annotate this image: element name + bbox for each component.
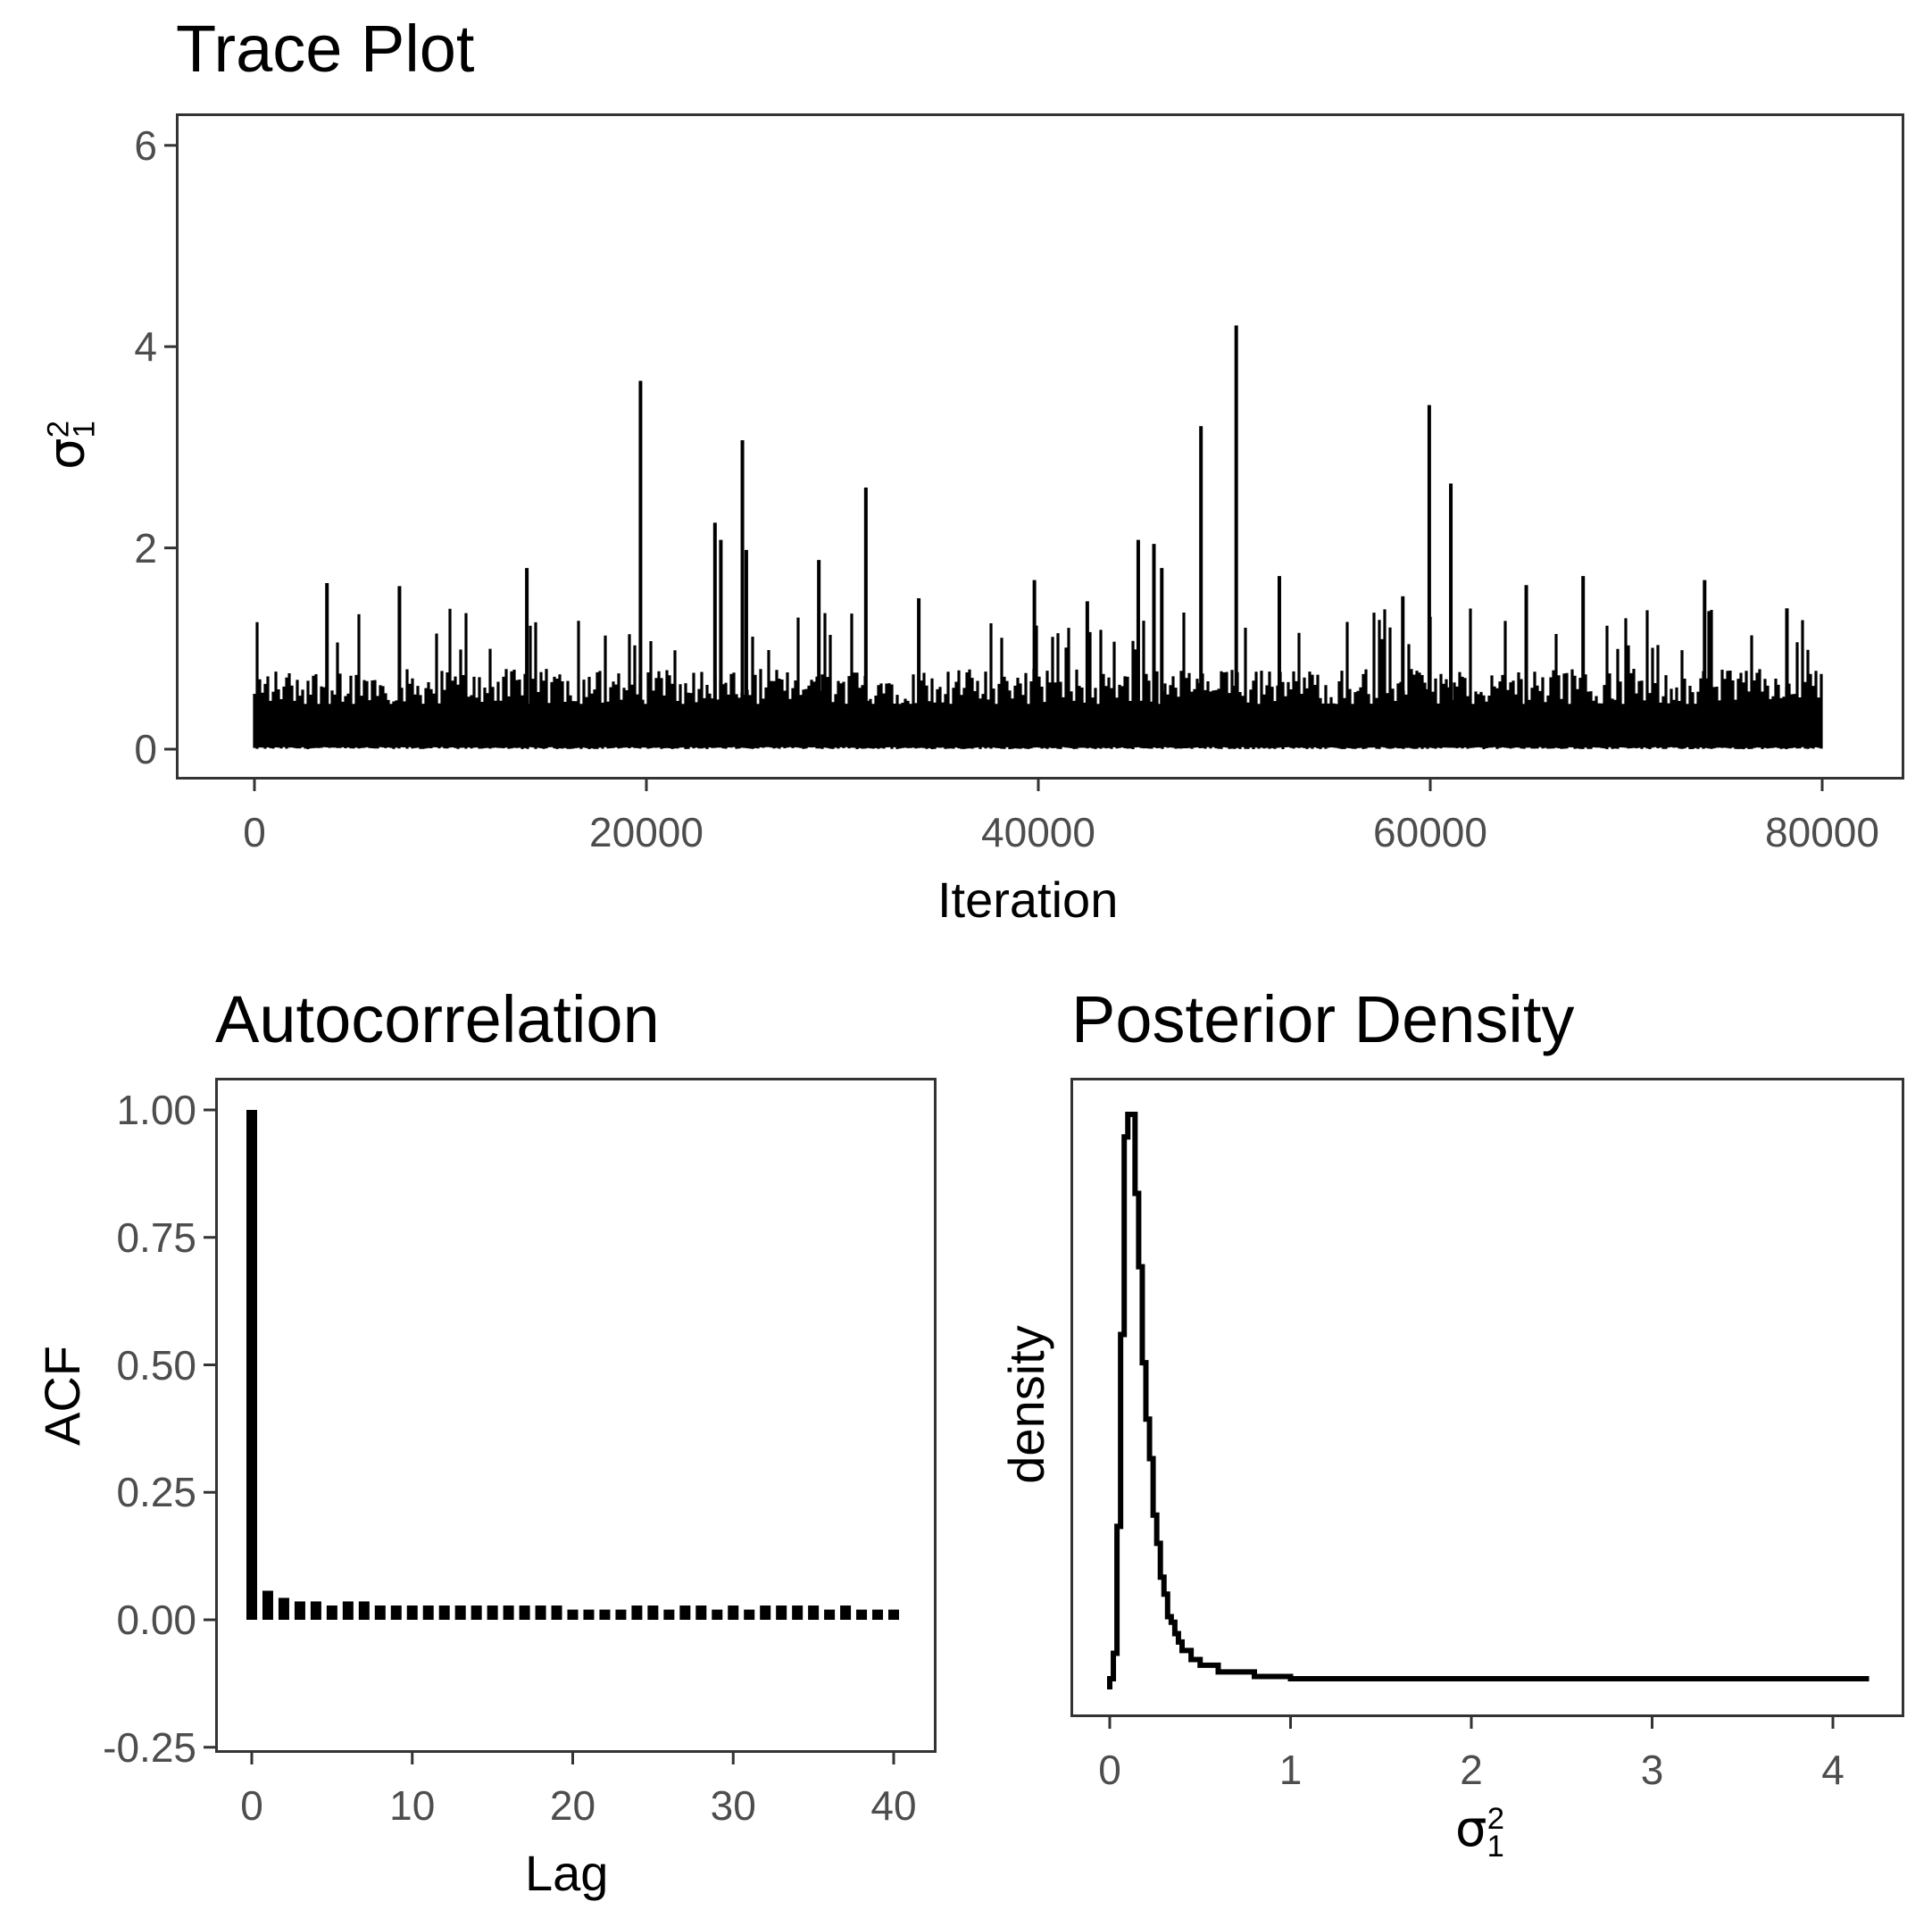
trace-plot-area — [164, 144, 1824, 791]
acf-bar — [888, 1609, 899, 1620]
trace-y-tick-label: 6 — [134, 121, 157, 169]
trace-plot-frame — [176, 113, 1904, 780]
trace-x-tick-label: 80000 — [1765, 809, 1879, 855]
acf-bar — [246, 1110, 257, 1620]
acf-bar — [856, 1609, 868, 1620]
subscript: 1 — [1486, 1830, 1504, 1864]
acf-bar — [390, 1606, 402, 1620]
trace-x-axis-title: Iteration — [937, 872, 1119, 928]
density-plot-title: Posterior Density — [1071, 982, 1575, 1056]
acf-bar — [374, 1606, 386, 1620]
density-x-axis-title: σ12 — [1455, 1801, 1505, 1863]
acf-bar — [695, 1606, 707, 1620]
acf-bar — [744, 1609, 755, 1620]
acf-bar — [519, 1606, 530, 1620]
acf-x-tick-label: 30 — [710, 1782, 756, 1829]
acf-bar — [406, 1606, 418, 1620]
acf-bar — [840, 1606, 852, 1620]
density-x-tick-label: 0 — [1098, 1747, 1121, 1793]
acf-bar — [454, 1606, 466, 1620]
acf-bar — [310, 1601, 321, 1620]
acf-bar — [262, 1590, 273, 1620]
acf-x-tick-label: 10 — [389, 1782, 436, 1829]
trace-x-tick-label: 60000 — [1373, 809, 1487, 855]
acf-bar — [679, 1606, 691, 1620]
acf-bar — [872, 1609, 884, 1620]
superscript: 2 — [1486, 1801, 1505, 1836]
density-y-axis-title: density — [998, 1325, 1054, 1484]
density-x-tick-label: 3 — [1640, 1747, 1664, 1793]
acf-y-tick-label: 0.75 — [116, 1214, 196, 1261]
acf-bar — [728, 1606, 739, 1620]
acf-bar — [567, 1609, 579, 1620]
acf-x-tick-label: 20 — [549, 1782, 596, 1829]
acf-bar — [422, 1606, 434, 1620]
acf-bar — [358, 1601, 370, 1620]
acf-bar — [326, 1606, 337, 1620]
acf-bar — [712, 1609, 723, 1620]
acf-bar — [342, 1601, 354, 1620]
acf-plot-frame — [215, 1078, 937, 1753]
acf-bar — [792, 1606, 804, 1620]
acf-bar — [647, 1606, 659, 1620]
acf-bar — [760, 1606, 771, 1620]
acf-bar — [503, 1606, 514, 1620]
density-plot-frame — [1070, 1078, 1904, 1717]
acf-y-tick-label: 1.00 — [116, 1087, 196, 1133]
acf-bar — [776, 1606, 787, 1620]
acf-bar — [471, 1606, 482, 1620]
acf-bar — [631, 1606, 643, 1620]
acf-bar — [808, 1606, 820, 1620]
acf-x-tick-label: 40 — [870, 1782, 917, 1829]
density-x-tick-label: 1 — [1278, 1747, 1303, 1793]
trace-y-tick-label: 0 — [134, 726, 157, 772]
trace-x-tick-label: 40000 — [981, 809, 1095, 855]
trace-plot-title: Trace Plot — [176, 12, 475, 86]
density-x-tick-label: 2 — [1460, 1747, 1483, 1793]
trace-x-tick-label: 20000 — [589, 809, 704, 855]
acf-bar — [535, 1606, 546, 1620]
acf-bar — [278, 1597, 289, 1620]
trace-y-tick-label: 4 — [134, 323, 157, 371]
acf-x-tick-label: 0 — [240, 1782, 263, 1829]
acf-bar — [551, 1606, 562, 1620]
acf-y-tick-label: 0.50 — [116, 1341, 196, 1389]
trace-y-tick-label: 2 — [134, 524, 157, 571]
trace-x-tick-label: 0 — [243, 809, 266, 855]
density-x-tick-label: 4 — [1821, 1747, 1845, 1793]
acf-y-tick-label: -0.25 — [103, 1723, 196, 1771]
density-curve — [1107, 1112, 1870, 1689]
acf-y-tick-label: 0.00 — [116, 1597, 196, 1643]
acf-bar — [487, 1606, 498, 1620]
acf-bar — [615, 1609, 627, 1620]
acf-bar — [583, 1609, 595, 1620]
sigma-symbol: σ — [1455, 1800, 1487, 1858]
acf-bar — [824, 1609, 836, 1620]
acf-bar — [438, 1606, 450, 1620]
acf-bar — [599, 1609, 611, 1620]
acf-bar — [663, 1609, 675, 1620]
acf-plot-title: Autocorrelation — [215, 982, 660, 1056]
acf-bar — [294, 1601, 305, 1620]
acf-y-tick-label: 0.25 — [116, 1469, 196, 1516]
acf-x-axis-title: Lag — [525, 1845, 609, 1901]
